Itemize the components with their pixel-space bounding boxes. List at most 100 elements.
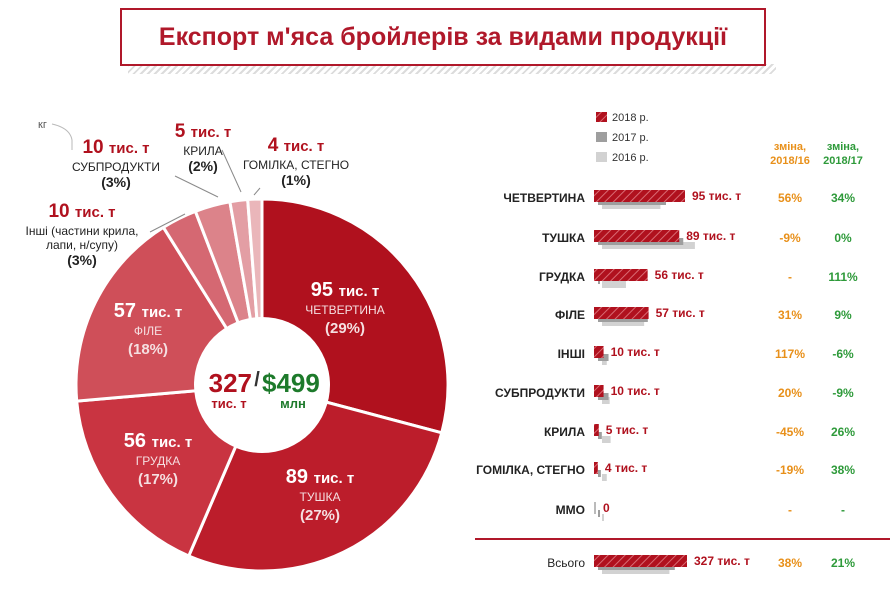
change-2018-17: 9% <box>834 308 852 322</box>
slice-name-label: ГОМІЛКА, СТЕГНО <box>243 158 349 172</box>
slice-value-label: 4 тис. т <box>268 135 324 156</box>
bar-category-label: КРИЛА <box>544 425 585 439</box>
legend-label: 2018 р. <box>612 112 649 124</box>
legend-swatch <box>596 132 607 142</box>
bar-category-label: ММО <box>556 503 585 517</box>
bar-2016 <box>602 567 670 574</box>
unit-note: кг <box>38 119 47 131</box>
title-shadow <box>128 64 776 74</box>
change-2018-17: -6% <box>832 347 854 361</box>
bar-2018 <box>594 346 604 358</box>
change-2018-17: 38% <box>831 463 855 477</box>
center-volume-unit: тис. т <box>211 396 246 411</box>
bar-chart: 2018 р. 2017 р. 2016 р. зміна, 2018/16 зміна,… <box>475 112 890 574</box>
change-2018-17: 34% <box>831 191 855 205</box>
bar-value-label: 5 тис. т <box>606 423 649 437</box>
change-2018-16: 31% <box>778 308 802 322</box>
bar-2018 <box>594 307 649 319</box>
slice-pct-label: (29%) <box>325 320 365 337</box>
slice-value-label: 10 тис. т <box>82 137 149 158</box>
change-header-17: зміна, <box>827 141 859 153</box>
slice-pct-label: (17%) <box>138 471 178 488</box>
change-2018-16: - <box>788 503 792 517</box>
slice-name-label: СУБПРОДУКТИ <box>72 160 160 174</box>
bar-2018 <box>594 230 680 242</box>
change-2018-16: 20% <box>778 386 802 400</box>
leader-line <box>174 175 219 198</box>
legend-label: 2016 р. <box>612 152 649 164</box>
bar-2018 <box>594 502 596 514</box>
slice-name-label: ГРУДКА <box>136 454 180 468</box>
center-value-unit: млн <box>280 396 306 411</box>
change-2018-17: 0% <box>834 231 852 245</box>
bar-2018 <box>594 190 685 202</box>
unit-note-line <box>51 123 73 150</box>
change-header-17: 2018/17 <box>823 155 863 167</box>
slice-name-label: ФІЛЕ <box>134 324 162 338</box>
change-2018-17: 111% <box>828 270 858 284</box>
slice-value-label: 5 тис. т <box>175 121 231 142</box>
bar-category-label: ЧЕТВЕРТИНА <box>503 191 585 205</box>
bar-2016 <box>602 358 607 365</box>
slice-value-label: 10 тис. т <box>48 201 115 222</box>
bar-category-label: ГОМІЛКА, СТЕГНО <box>476 463 585 477</box>
bar-value-label: 10 тис. т <box>611 384 660 398</box>
slice-pct-label: (3%) <box>67 252 97 268</box>
bar-category-label: СУБПРОДУКТИ <box>495 386 585 400</box>
legend-swatch <box>596 112 607 122</box>
leader-line <box>253 187 261 196</box>
bar-value-label: 327 тис. т <box>694 554 750 568</box>
bar-2016 <box>602 514 604 521</box>
slice-name-label: Інші (частини крила, <box>25 224 138 238</box>
change-2018-17: 26% <box>831 425 855 439</box>
slice-pct-label: (18%) <box>128 341 168 358</box>
change-2018-17: - <box>841 503 845 517</box>
bar-category-label: ІНШІ <box>558 347 585 361</box>
bar-2018 <box>594 269 648 281</box>
slice-value-label: 56 тис. т <box>124 430 192 452</box>
bar-category-label: ФІЛЕ <box>555 308 585 322</box>
change-2018-17: 21% <box>831 556 855 570</box>
bar-2016 <box>602 474 607 481</box>
bar-2016 <box>602 397 610 404</box>
bar-value-label: 56 тис. т <box>655 268 704 282</box>
bar-2018 <box>594 385 604 397</box>
page-title: Експорт м'яса бройлерів за видами продук… <box>158 22 728 51</box>
leader-line <box>149 213 186 233</box>
bar-2017 <box>598 510 600 517</box>
slice-name-label: ТУШКА <box>300 490 341 504</box>
bar-value-label: 57 тис. т <box>656 306 705 320</box>
change-2018-17: -9% <box>832 386 854 400</box>
bar-2016 <box>602 202 661 209</box>
slice-name-label: лапи, н/супу) <box>46 238 118 252</box>
slice-pct-label: (3%) <box>101 174 131 190</box>
bar-2017 <box>598 470 601 477</box>
bar-value-label: 10 тис. т <box>611 345 660 359</box>
change-2018-16: - <box>788 270 792 284</box>
pie-hole <box>194 317 330 453</box>
center-value: $499 <box>262 368 320 398</box>
slice-pct-label: (27%) <box>300 507 340 524</box>
pie-chart <box>74 197 450 573</box>
bar-2016 <box>602 242 695 249</box>
bar-2016 <box>602 319 645 326</box>
slice-value-label: 89 тис. т <box>286 466 354 488</box>
pie-labels: 327/$499 тис. т млн 95 тис. т ЧЕТВЕРТИНА (29%… <box>25 119 384 524</box>
bar-2018 <box>594 555 687 567</box>
slice-name-label: КРИЛА <box>183 144 223 158</box>
bar-value-label: 89 тис. т <box>686 229 735 243</box>
slice-name-label: ЧЕТВЕРТИНА <box>305 303 384 317</box>
bar-2018 <box>594 424 599 436</box>
title-box: Експорт м'яса бройлерів за видами продук… <box>120 8 766 66</box>
slice-pct-label: (1%) <box>281 172 311 188</box>
slice-pct-label: (2%) <box>188 158 218 174</box>
change-header-16: 2018/16 <box>770 155 810 167</box>
change-2018-16: 117% <box>775 347 805 361</box>
legend-label: 2017 р. <box>612 132 649 144</box>
bar-value-label: 4 тис. т <box>605 461 648 475</box>
change-2018-16: 56% <box>778 191 802 205</box>
bar-value-label: 95 тис. т <box>692 189 741 203</box>
bar-2016 <box>602 436 611 443</box>
legend-swatch <box>596 152 607 162</box>
